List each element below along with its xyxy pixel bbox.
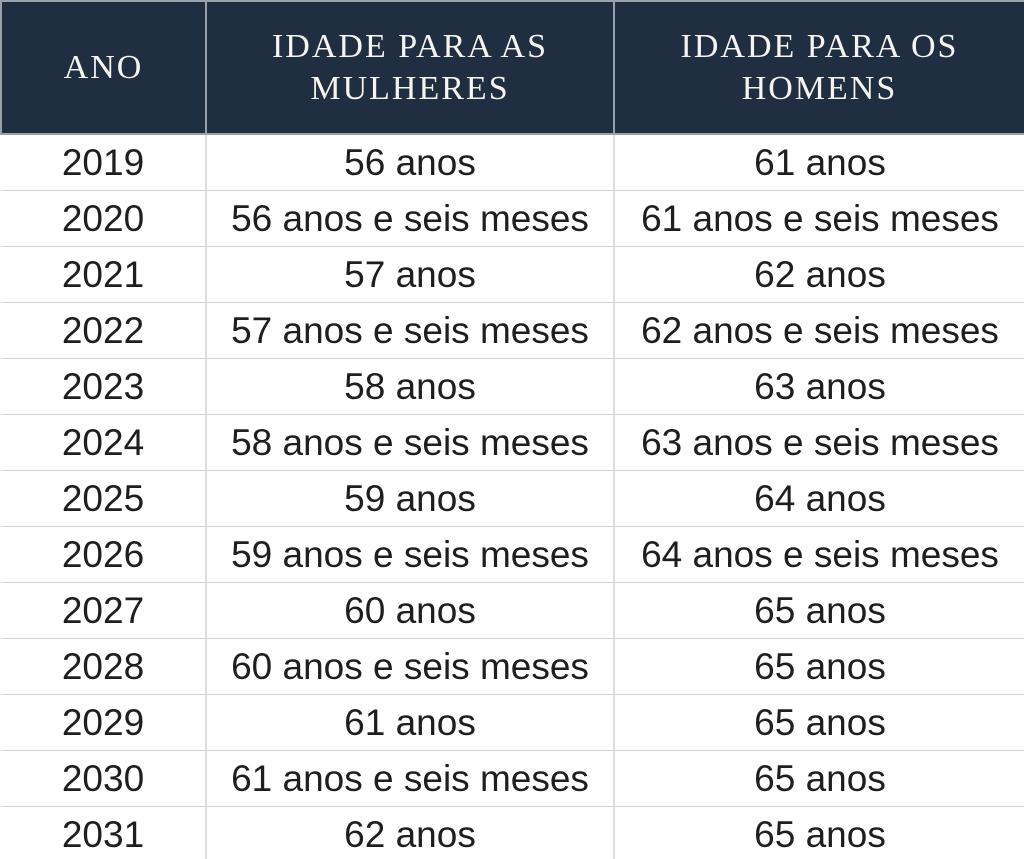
year-cell: 2030 [1,750,207,807]
table-row: 2030 61 anos e seis meses 65 anos [1,750,1024,807]
table-row: 2022 57 anos e seis meses 62 anos e seis… [1,302,1024,359]
year-cell: 2026 [1,526,207,583]
women-age-cell: 59 anos [205,470,615,527]
table-row: 2020 56 anos e seis meses 61 anos e seis… [1,190,1024,247]
table-row: 2021 57 anos 62 anos [1,246,1024,303]
header-row: ANO IDADE PARA AS MULHERES IDADE PARA OS… [0,0,1024,135]
table-row: 2028 60 anos e seis meses 65 anos [1,638,1024,695]
table-row: 2027 60 anos 65 anos [1,582,1024,639]
table-header: ANO IDADE PARA AS MULHERES IDADE PARA OS… [0,0,1024,135]
table-row: 2025 59 anos 64 anos [1,470,1024,527]
men-age-cell: 63 anos e seis meses [613,414,1024,471]
header-cell-ano: ANO [0,0,207,135]
men-age-cell: 62 anos e seis meses [613,302,1024,359]
year-cell: 2024 [1,414,207,471]
women-age-cell: 57 anos [205,246,615,303]
women-age-cell: 61 anos e seis meses [205,750,615,807]
women-age-cell: 59 anos e seis meses [205,526,615,583]
year-cell: 2025 [1,470,207,527]
year-cell: 2022 [1,302,207,359]
men-age-cell: 64 anos e seis meses [613,526,1024,583]
men-age-cell: 62 anos [613,246,1024,303]
women-age-cell: 56 anos [205,133,615,191]
table-row: 2029 61 anos 65 anos [1,694,1024,751]
year-cell: 2021 [1,246,207,303]
table-row: 2031 62 anos 65 anos [1,806,1024,859]
women-age-cell: 56 anos e seis meses [205,190,615,247]
year-cell: 2020 [1,190,207,247]
women-age-cell: 62 anos [205,806,615,859]
women-age-cell: 61 anos [205,694,615,751]
year-cell: 2023 [1,358,207,415]
men-age-cell: 64 anos [613,470,1024,527]
men-age-cell: 61 anos e seis meses [613,190,1024,247]
women-age-cell: 60 anos [205,582,615,639]
women-age-cell: 58 anos e seis meses [205,414,615,471]
table-row: 2023 58 anos 63 anos [1,358,1024,415]
header-cell-mulheres: IDADE PARA AS MULHERES [205,0,615,135]
year-cell: 2019 [1,133,207,191]
women-age-cell: 58 anos [205,358,615,415]
women-age-cell: 57 anos e seis meses [205,302,615,359]
women-age-cell: 60 anos e seis meses [205,638,615,695]
men-age-cell: 61 anos [613,133,1024,191]
table-row: 2026 59 anos e seis meses 64 anos e seis… [1,526,1024,583]
year-cell: 2028 [1,638,207,695]
year-cell: 2027 [1,582,207,639]
men-age-cell: 65 anos [613,638,1024,695]
header-cell-homens: IDADE PARA OS HOMENS [613,0,1024,135]
men-age-cell: 65 anos [613,694,1024,751]
year-cell: 2031 [1,806,207,859]
men-age-cell: 65 anos [613,750,1024,807]
men-age-cell: 63 anos [613,358,1024,415]
men-age-cell: 65 anos [613,582,1024,639]
table-row: 2024 58 anos e seis meses 63 anos e seis… [1,414,1024,471]
year-cell: 2029 [1,694,207,751]
table-body: 2019 56 anos 61 anos 2020 56 anos e seis… [1,133,1024,859]
men-age-cell: 65 anos [613,806,1024,859]
table-row: 2019 56 anos 61 anos [1,133,1024,191]
